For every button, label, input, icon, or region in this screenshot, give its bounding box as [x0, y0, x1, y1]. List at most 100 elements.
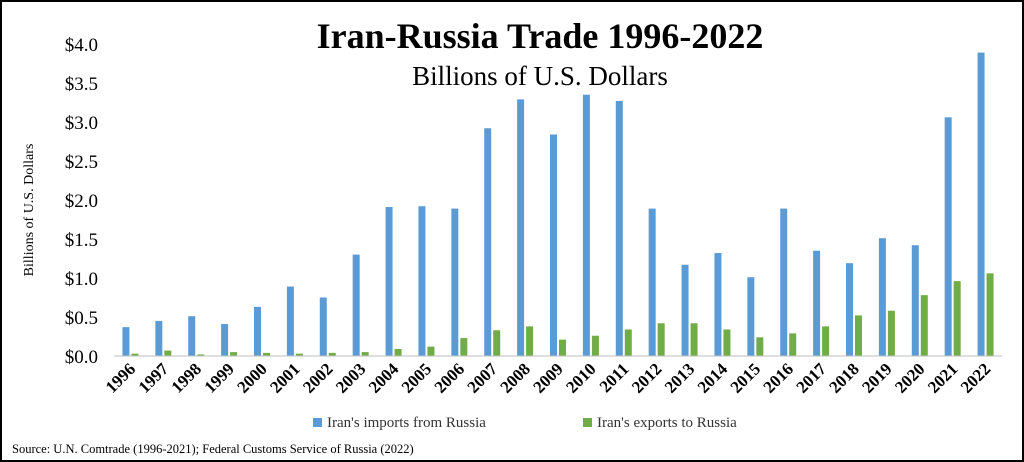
x-tick-label: 2013	[661, 359, 698, 396]
bar-exports-2002	[328, 352, 336, 356]
y-tick-label: $3.0	[65, 113, 98, 134]
x-tick-label: 2016	[760, 359, 797, 396]
bar-exports-2000	[263, 352, 270, 356]
x-tick-label: 2005	[398, 359, 435, 396]
legend: Iran's imports from Russia Iran's export…	[313, 415, 737, 431]
bar-imports-2016	[780, 208, 788, 356]
bar-imports-2006	[451, 208, 459, 356]
bar-exports-1996	[131, 353, 139, 356]
bar-imports-2005	[418, 206, 426, 356]
bar-exports-1997	[164, 350, 172, 356]
y-tick-label: $3.5	[65, 74, 98, 95]
bar-exports-2003	[361, 352, 369, 356]
x-tick-label: 2001	[266, 359, 303, 396]
bar-imports-2014	[714, 253, 722, 356]
x-tick-label: 2019	[858, 359, 895, 396]
x-tick-label: 2003	[332, 359, 369, 396]
bar-imports-2018	[846, 263, 853, 356]
bar-exports-2015	[756, 337, 764, 356]
y-tick-label: $1.0	[65, 269, 98, 290]
bar-imports-2002	[319, 297, 327, 356]
bar-exports-2014	[723, 329, 731, 356]
x-tick-label: 2002	[299, 359, 336, 396]
bar-imports-1996	[122, 327, 130, 356]
bar-exports-2017	[822, 326, 830, 356]
chart-title: Iran-Russia Trade 1996-2022	[317, 16, 764, 56]
y-axis-label: Billions of U.S. Dollars	[22, 144, 37, 277]
x-tick-label: 2000	[233, 359, 270, 396]
legend-label-exports: Iran's exports to Russia	[597, 415, 737, 431]
bar-exports-2008	[526, 326, 534, 356]
bar-imports-1999	[221, 324, 229, 356]
y-tick-label: $4.0	[65, 35, 98, 56]
bar-exports-2021	[953, 281, 961, 356]
bar-imports-2009	[550, 134, 557, 356]
legend-label-imports: Iran's imports from Russia	[327, 415, 486, 431]
bar-exports-2004	[394, 348, 402, 356]
bar-exports-2016	[789, 333, 797, 356]
x-tick-label: 2012	[628, 359, 665, 396]
x-tick-label: 2017	[792, 359, 830, 397]
chart-subtitle: Billions of U.S. Dollars	[412, 61, 668, 91]
bar-imports-2001	[286, 286, 294, 356]
x-axis-ticks: 1996199719981999200020012002200320042005…	[102, 359, 995, 397]
bar-exports-1998	[197, 354, 205, 356]
x-tick-label: 2006	[431, 359, 468, 396]
bar-exports-2009	[559, 339, 566, 356]
bar-exports-2010	[591, 335, 599, 356]
bars-group	[122, 52, 994, 356]
x-tick-label: 1997	[135, 359, 173, 397]
bar-imports-2019	[878, 238, 886, 356]
x-tick-label: 1996	[102, 359, 139, 396]
y-tick-label: $1.5	[65, 230, 98, 251]
bar-imports-1997	[155, 320, 163, 356]
x-tick-label: 2018	[825, 359, 862, 396]
bar-exports-2001	[295, 353, 303, 356]
bar-exports-2019	[887, 310, 895, 356]
bar-exports-2007	[493, 330, 501, 356]
bar-imports-2015	[747, 277, 755, 356]
x-tick-label: 2007	[464, 359, 502, 397]
bar-imports-2021	[944, 117, 952, 356]
x-tick-label: 2008	[496, 359, 533, 396]
bar-exports-2012	[657, 323, 665, 356]
y-axis-ticks: $0.0 $0.5 $1.0 $1.5 $2.0 $2.5 $3.0 $3.5 $4.0	[65, 35, 98, 368]
bar-exports-2020	[920, 295, 928, 356]
source-note: Source: U.N. Comtrade (1996-2021); Feder…	[12, 442, 414, 456]
bar-exports-2018	[855, 315, 862, 356]
x-tick-label: 2011	[596, 359, 633, 396]
x-tick-label: 1998	[168, 359, 205, 396]
x-tick-label: 2022	[957, 359, 994, 396]
x-tick-label: 2014	[694, 359, 732, 397]
y-tick-label: $2.0	[65, 191, 98, 212]
x-tick-label: 2015	[727, 359, 764, 396]
y-tick-label: $0.0	[65, 347, 98, 368]
x-tick-label: 1999	[200, 359, 237, 396]
bar-imports-2003	[352, 254, 360, 356]
bar-exports-2022	[986, 273, 994, 356]
bar-imports-2000	[254, 306, 261, 356]
bar-imports-2008	[517, 99, 525, 356]
legend-swatch-imports	[313, 418, 322, 427]
bar-imports-2004	[385, 207, 393, 356]
x-tick-label: 2020	[891, 359, 928, 396]
legend-swatch-exports	[583, 418, 592, 427]
x-tick-label: 2004	[365, 359, 403, 397]
bar-exports-1999	[230, 352, 238, 356]
bar-imports-2010	[582, 94, 590, 356]
x-tick-label: 2010	[562, 359, 599, 396]
bar-imports-2022	[977, 52, 985, 356]
bar-imports-2013	[681, 264, 689, 356]
x-tick-label: 2021	[924, 359, 961, 396]
bar-imports-2017	[813, 250, 821, 356]
bar-imports-2012	[648, 208, 656, 356]
bar-exports-2005	[427, 346, 435, 356]
y-tick-label: $0.5	[65, 308, 98, 329]
bar-exports-2013	[690, 323, 698, 356]
y-tick-label: $2.5	[65, 152, 98, 173]
x-tick-label: 2009	[529, 359, 566, 396]
bar-exports-2011	[624, 329, 632, 356]
bar-imports-2007	[484, 128, 492, 356]
